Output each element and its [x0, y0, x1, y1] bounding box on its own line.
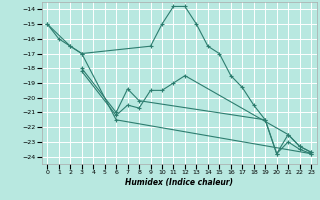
X-axis label: Humidex (Indice chaleur): Humidex (Indice chaleur) — [125, 178, 233, 187]
